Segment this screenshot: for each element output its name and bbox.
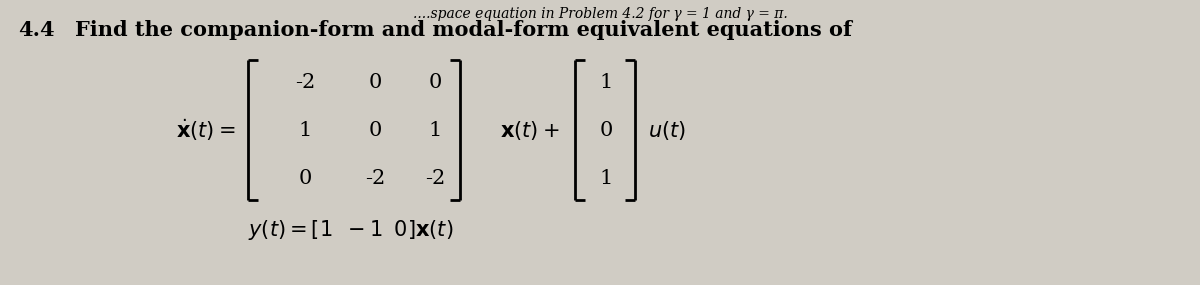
Text: 0: 0 xyxy=(299,168,312,188)
Text: ....space equation in Problem 4.2 for γ = 1 and γ = π.: ....space equation in Problem 4.2 for γ … xyxy=(413,7,787,21)
Text: -2: -2 xyxy=(295,72,316,91)
Text: $\dot{\mathbf{x}}(t) =$: $\dot{\mathbf{x}}(t) =$ xyxy=(175,117,235,143)
Text: 1: 1 xyxy=(599,72,613,91)
Text: -2: -2 xyxy=(425,168,445,188)
Text: 0: 0 xyxy=(368,72,382,91)
Text: $y(t) = [1 \;\; -1 \;\; 0]\mathbf{x}(t)$: $y(t) = [1 \;\; -1 \;\; 0]\mathbf{x}(t)$ xyxy=(248,218,454,242)
Text: 0: 0 xyxy=(599,121,613,139)
Text: $u(t)$: $u(t)$ xyxy=(648,119,686,141)
Text: 1: 1 xyxy=(428,121,442,139)
Text: 0: 0 xyxy=(368,121,382,139)
Text: $\mathbf{x}(t) +$: $\mathbf{x}(t) +$ xyxy=(500,119,559,141)
Text: 4.4: 4.4 xyxy=(18,20,55,40)
Text: 1: 1 xyxy=(599,168,613,188)
Text: Find the companion-form and modal-form equivalent equations of: Find the companion-form and modal-form e… xyxy=(74,20,852,40)
Text: 1: 1 xyxy=(299,121,312,139)
Text: 0: 0 xyxy=(428,72,442,91)
Text: -2: -2 xyxy=(365,168,385,188)
